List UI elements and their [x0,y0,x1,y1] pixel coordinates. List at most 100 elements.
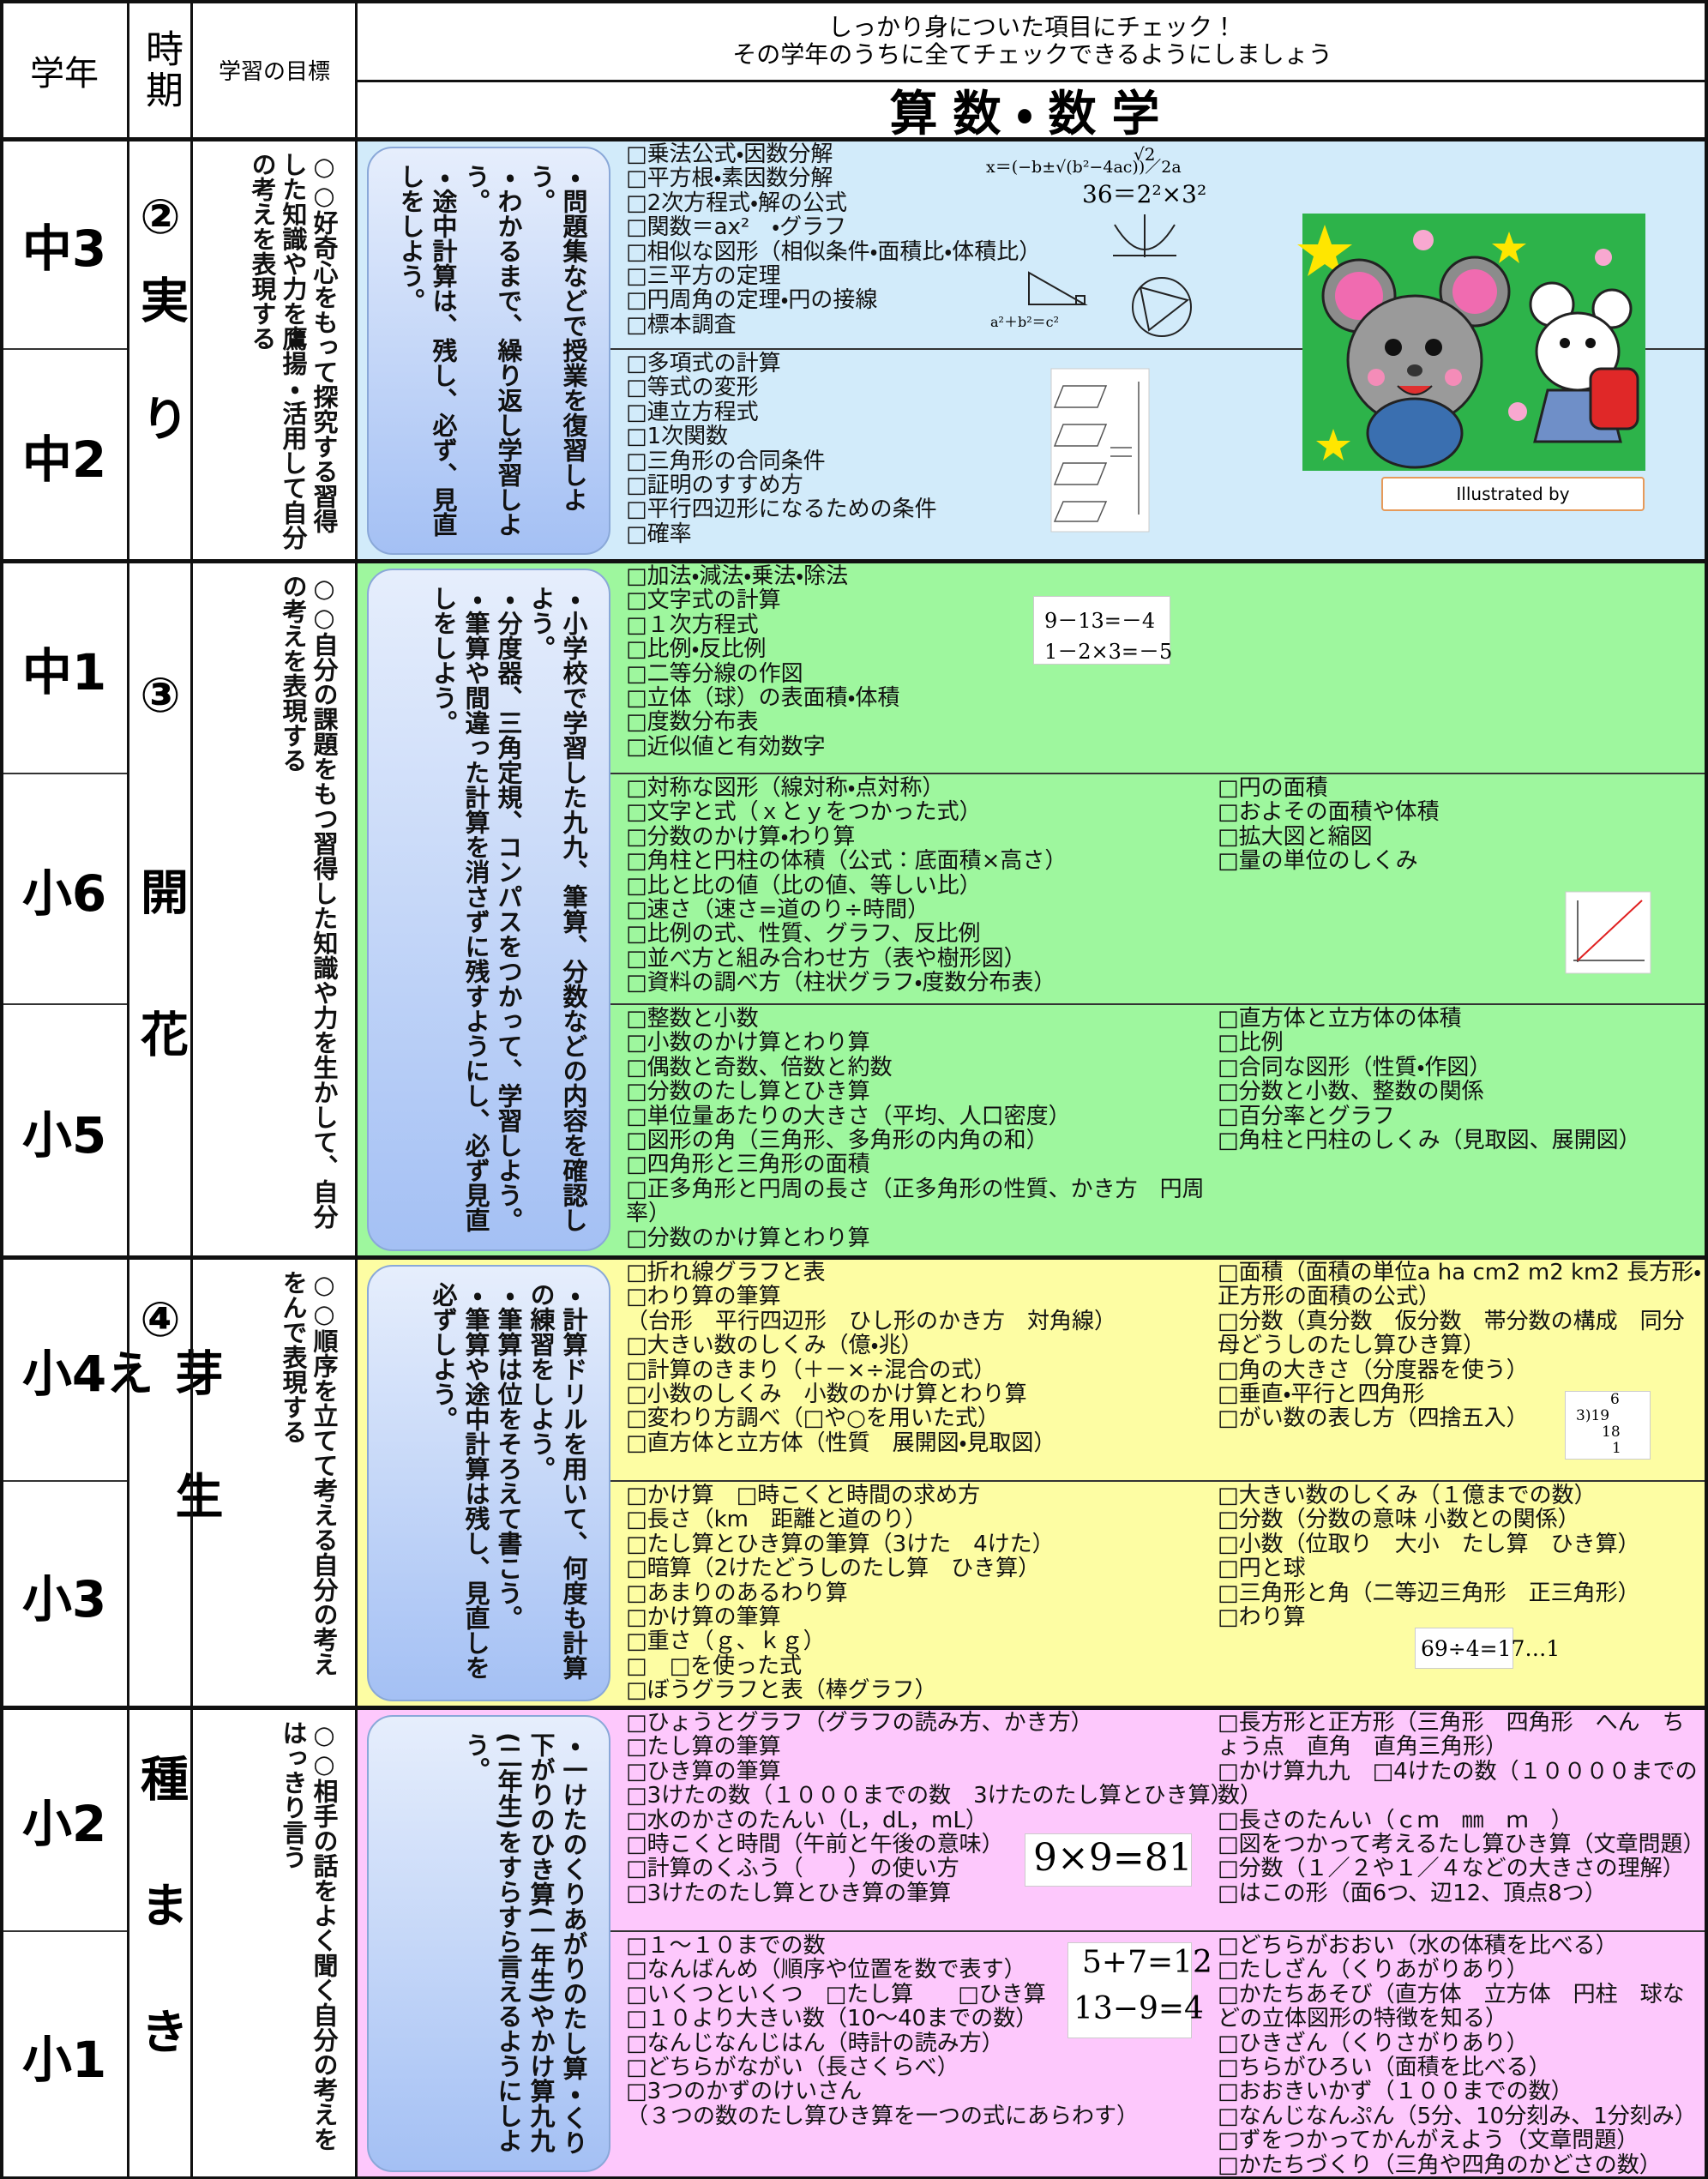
checklist-item: □単位量あたりの大きさ（平均、人口密度） [626,1103,1071,1129]
checklist-item: □長さのたんい（ｃｍ ㎜ ｍ ） [1218,1807,1573,1833]
note-box: ・小学校で学習した九九、筆算、分数などの内容を確認しよう。 ・分度器、三角定規、コ… [367,569,610,1251]
checklist-item: □並べ方と組み合わせ方（表や樹形図） [626,945,1026,972]
grade-divider [610,1930,1708,1932]
subject-title: 算数・数学 [889,87,1176,142]
instruction-line: その学年のうちに全てチェックできるようにしましょう [732,40,1332,69]
grade-divider [610,773,1708,774]
checklist-item: □文字式の計算 [626,587,781,614]
checklist-item: □ずをつかってかんがえよう（文章問題） [1218,2128,1639,2154]
checklist-item: □分数のかけ算とわり算 [626,1225,870,1251]
checklist-item: □三角形の合同条件 [626,448,826,474]
illustration-credit: Illustrated by [1381,477,1645,511]
checklist-item: □比例・反比例 [626,636,767,663]
checklist-item: □量の単位のしくみ [1218,848,1418,875]
checklist-item: □正多角形と円周の長さ（正多角形の性質、かき方 円周率） [626,1176,1205,1227]
goal: ○○順序を立てて考える自分の考えをんで表現する [279,1270,339,1676]
figure-box [1415,1628,1513,1669]
grade: 小2 [21,1795,107,1853]
grid-line [0,0,1708,3]
note-line: ・筆算や間違った計算を消さずに残すようにし、必ず見直しをしよう。 [429,586,490,1232]
instruction: しっかり身についた項目にチェック！ その学年のうちに全てチェックできるようにしまし… [357,3,1708,79]
checklist-item: □あまりのあるわり算 [626,1580,848,1606]
checklist-item: □ひき算の筆算 [626,1758,781,1785]
figure-text: 69÷4=17…1 [1421,1636,1561,1661]
checklist-item: □がい数の表し方（四捨五入） [1218,1406,1529,1432]
column-header: 時期 [139,28,183,111]
checklist-item: □かけ算九九 □4けたの数（１００００までの数） [1218,1758,1698,1809]
note-line: ・一けたのくりあがりのたし算・くり下がりのひき算(一年生)やかけ算九九(二年生)… [461,1732,588,2155]
grid-line [357,80,1708,82]
item-list: □ひょうとグラフ（グラフの読み方、かき方） □たし算の筆算 □ひき算の筆算 □3けたの… [626,1711,1233,1929]
grade-divider [0,1930,129,1932]
note-line: ・分度器、三角定規、コンパスをつかって、学習しよう。 [494,586,523,1232]
item-list: □長方形と正方形（三角形 四角形 へん ちょう点 直角 直角三角形） □かけ算九九… [1218,1711,1705,1929]
checklist-item: □図をつかって考えるたし算ひき算（文章問題） [1218,1832,1705,1858]
checklist-item: □わり算の筆算 [626,1284,781,1310]
column-header: 学年 [30,53,99,93]
figure-text: 1－2×3=－5 [1044,640,1173,664]
item-list: □整数と小数 □小数のかけ算とわり算 □偶数と奇数、倍数と約数 □分数のたし算とひき算… [626,1007,1226,1255]
checklist-item: □多項式の計算 [626,351,781,376]
checklist-item: □およその面積や体積 [1218,799,1440,826]
checklist-item: □乗法公式・因数分解 [626,141,833,167]
grid-line [355,0,358,2179]
checklist-item: □直方体と立方体（性質 展開図・見取図） [626,1430,1056,1456]
checklist-item: □なんばんめ（順序や位置を数で表す） [626,1957,1026,1983]
checklist-item: □平方根・素因数分解 [626,166,833,192]
note-box: ・一けたのくりあがりのたし算・くり下がりのひき算(一年生)やかけ算九九(二年生)… [367,1715,610,2172]
note-line: ・問題集などで授業を復習しよう。 [526,164,588,512]
grade-divider [0,1003,129,1005]
checklist-item: □かたちあそび（直方体 立方体 円柱 球などの立体図形の特徴を知る） [1218,1981,1685,2032]
checklist-item: □長さ（km 距離と道のり） [626,1507,927,1533]
checklist-item: □資料の調べ方（柱状グラフ・度数分布表） [626,970,1056,996]
checklist-item: □三平方の定理 [626,263,781,290]
item-list: □円の面積 □およその面積や体積 □拡大図と縮図 □量の単位のしくみ [1218,776,1702,1002]
checklist-item: □いくつといくつ □たし算 □ひき算 [626,1981,1046,2007]
figure-text: x＝(−b±√(b²−4ac))／2a [986,158,1182,177]
period-name: 芽生え [98,1348,223,1594]
checklist-item: □垂直・平行と四角形 [1218,1381,1425,1408]
column-header: 学習の目標 [218,59,330,85]
checklist-item: □二等分線の作図 [626,660,803,687]
item-list: □乗法公式・因数分解 □平方根・素因数分解 □2次方程式・解の公式 □関数＝ax² ・… [626,142,1226,346]
checklist-item: □１～１０までの数 [626,1933,826,1959]
checklist-item: □比例 [1218,1030,1284,1056]
grade-divider [610,348,1708,350]
checklist-item: □証明のすすめ方 [626,473,803,499]
checklist-item: □角柱と円柱のしくみ（見取図、展開図） [1218,1128,1641,1154]
checklist-item: □加法・減法・乗法・除法 [626,563,849,589]
checklist-item: □相似な図形（相似条件・面積比・体積比） [626,238,1042,265]
checklist-item: □重さ（ｇ、ｋｇ） [626,1628,826,1655]
checklist-item: □大きい数のしくみ（１億までの数） [1218,1483,1597,1508]
checklist-item: □立体（球）の表面積・体積 [626,685,900,712]
checklist-item: □１次方程式 [626,611,759,638]
grid-line [1705,0,1708,2179]
checklist-item: （３つの数のたし算ひき算を一つの式にあらわす） [626,2103,1140,2129]
checklist-item: □対称な図形（線対称・点対称） [626,775,945,801]
checklist-item: □計算のきまり（＋－×÷混合の式） [626,1357,996,1383]
checklist-item: □近似値と有効数字 [626,733,826,760]
item-list: □大きい数のしくみ（１億までの数） □分数（分数の意味 小数との関係） □小数（位取… [1218,1484,1702,1706]
note-line: ・小学校で学習した九九、筆算、分数などの内容を確認しよう。 [526,586,588,1232]
grade-divider [0,348,129,350]
checklist-item: □速さ（速さ=道のり÷時間） [626,897,930,924]
checklist-item: □標本調査 [626,311,737,338]
note-line: ・計算ドリルを用いて、何度も計算の練習をしよう。 [526,1282,588,1680]
checklist-item: □確率 [626,521,692,547]
checklist-item: □かたちづくり（三角や四角のかどさの数） [1218,2152,1662,2178]
grid-line [0,0,3,2179]
checklist-item: □なんじなんじはん（時計の読み方） [626,2030,1004,2056]
checklist-item: □小数のかけ算とわり算 [626,1030,870,1056]
figure-box [1033,596,1170,665]
grade: 小3 [21,1569,107,1628]
checklist-item: □計算のくふう（ ）の使い方 [626,1856,959,1882]
grade-divider [0,1480,129,1482]
group-divider [0,1255,1708,1260]
period-number: ④ [140,1292,181,1348]
checklist-item: □たし算とひき算の筆算（3けた 4けた） [626,1531,1055,1557]
checklist-item: □連立方程式 [626,399,759,425]
goal: ○○相手の話をよく聞く自分の考えをはっきり言う [279,1720,339,2152]
grid-line [0,137,1708,141]
checklist-item: □2次方程式・解の公式 [626,190,847,216]
checklist-item: □分数（分数の意味 小数との関係） [1218,1507,1580,1533]
